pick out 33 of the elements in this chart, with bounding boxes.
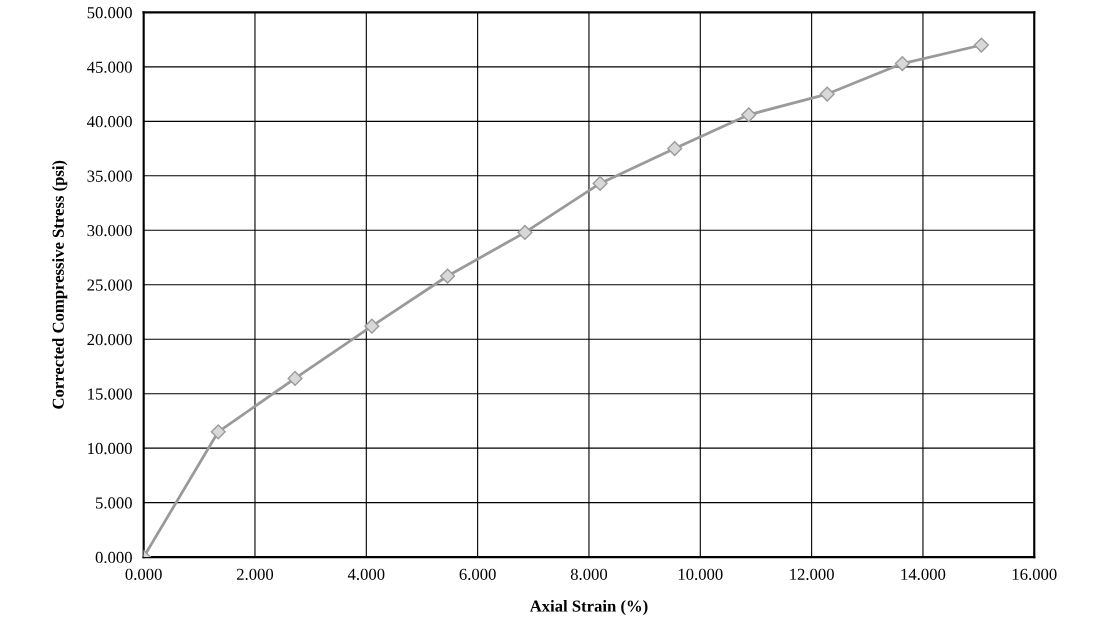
y-tick-label: 35.000 <box>87 170 132 182</box>
x-tick-label: 12.000 <box>790 568 834 581</box>
x-tick-label: 10.000 <box>678 568 723 581</box>
y-tick-label: 20.000 <box>87 333 132 346</box>
point <box>667 140 683 157</box>
x-tick-label: 8.000 <box>570 568 608 581</box>
y-tick-label: 45.000 <box>87 61 132 73</box>
y-tick-label: 5.000 <box>96 497 132 509</box>
y-tick-label: 0.000 <box>95 551 132 564</box>
y-tick-label: 10.000 <box>88 442 132 455</box>
y-tick-label: 25.000 <box>87 279 132 291</box>
y-tick-label: 40.000 <box>87 116 132 128</box>
x-tick-label: 2.000 <box>236 568 274 581</box>
point <box>517 224 533 241</box>
x-tick-label: 14.000 <box>901 568 946 581</box>
point <box>741 107 757 123</box>
y-tick-label: 30.000 <box>87 224 132 237</box>
x-axis-title: Axial Strain (%) <box>529 599 648 616</box>
x-tick-label: 6.000 <box>459 568 496 581</box>
point <box>894 56 910 72</box>
point <box>819 86 835 102</box>
y-axis-title: Corrected Compressive Stress (psi) <box>52 160 68 409</box>
point <box>440 268 456 284</box>
point <box>364 318 380 334</box>
point <box>973 37 989 53</box>
point <box>592 175 608 191</box>
x-tick-label: 16.000 <box>1012 568 1057 581</box>
y-tick-label: 50.000 <box>87 7 132 19</box>
point <box>287 370 303 387</box>
y-tick-label: 15.000 <box>88 388 132 400</box>
x-tick-label: 4.000 <box>347 568 385 581</box>
x-tick-label: 0.000 <box>125 568 162 581</box>
point <box>210 424 226 440</box>
